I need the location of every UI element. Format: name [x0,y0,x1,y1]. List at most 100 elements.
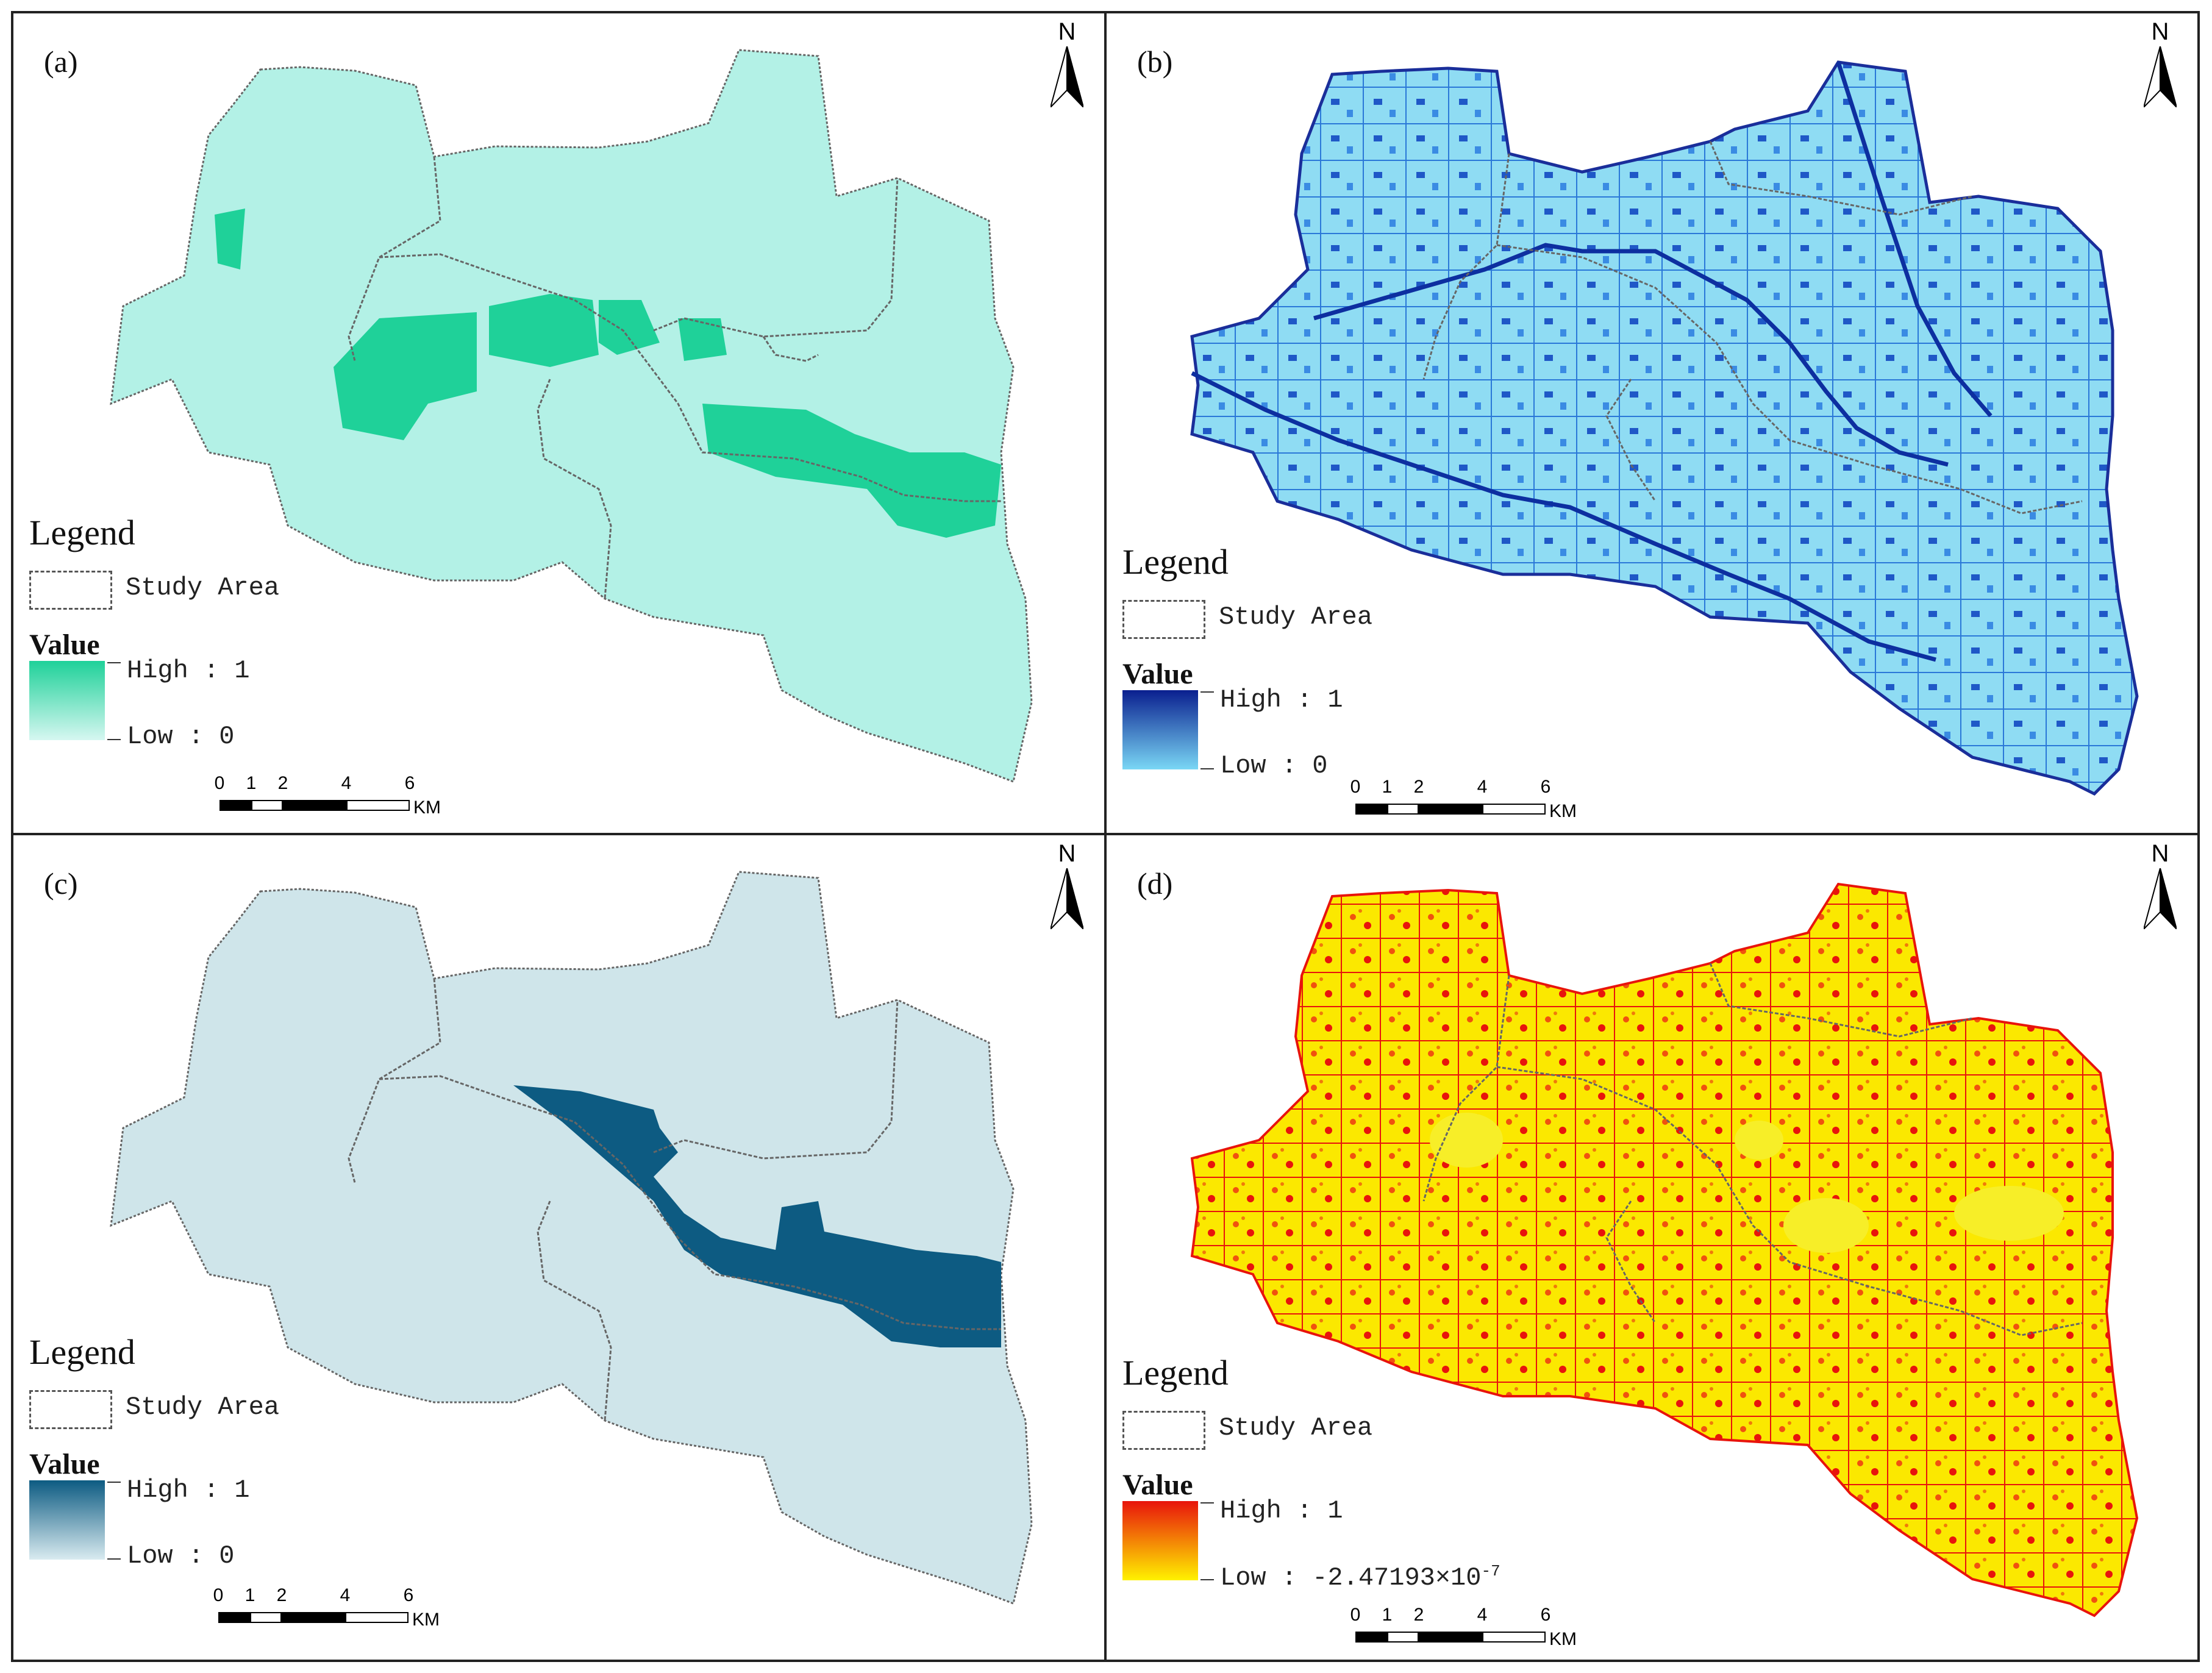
scale-seg [250,1612,282,1623]
scale-tick-1: 1 [246,773,257,793]
north-arrow: N [1046,18,1088,110]
value-title: Value [29,629,100,661]
value-title: Value [29,1448,100,1480]
ramp-tick-high [107,1482,121,1483]
map-canvas [1190,882,2139,1618]
legend: Legend Study Area Value High : 1 Low : -… [1122,1352,1500,1608]
high-label: High : 1 [127,1475,250,1505]
scale-bar: 0 1 2 4 6 KM [1343,1605,1587,1660]
north-arrow: N [2139,18,2182,110]
scale-tick-1: 1 [1382,1605,1393,1625]
ramp-tick-low [107,1558,121,1560]
scale-seg [345,1612,409,1623]
scale-tick-6: 6 [1540,777,1551,797]
scale-unit: KM [1549,801,1577,821]
scale-tick-0: 0 [1350,777,1361,797]
legend: Legend Study Area Value High : 1 Low : 0 [1122,541,1464,797]
north-arrow: N [2139,840,2182,932]
scale-seg [1419,804,1482,815]
panel-label: (d) [1137,866,1173,901]
scale-tick-4: 4 [1477,1605,1488,1625]
map-panel-c: (c) N Legend Study Area Value High : 1 L… [11,833,1107,1662]
high-label: High : 1 [1220,1496,1343,1525]
low-label: Low : 0 [127,722,235,751]
scale-seg [346,800,410,811]
legend-title: Legend [1122,542,1229,582]
scale-tick-4: 4 [341,773,352,793]
study-area-label: Study Area [126,573,280,602]
study-area-swatch [1122,600,1205,639]
panel-label: (b) [1137,45,1173,79]
scale-unit: KM [1549,1629,1577,1649]
north-arrow-icon [2144,868,2177,929]
scale-bar: 0 1 2 4 6 KM [207,773,451,828]
district-boundaries [1422,141,2083,515]
low-label-base: Low : -2.47193×10 [1220,1563,1482,1593]
ramp-tick-high [1201,691,1214,693]
district-boundaries [1422,963,2083,1336]
low-label: Low : -2.47193×10-7 [1220,1562,1500,1593]
scale-seg [1419,1632,1482,1643]
low-label: Low : 0 [1220,751,1328,780]
study-area-shape [110,49,1033,783]
scale-tick-1: 1 [1382,777,1393,797]
scale-tick-4: 4 [1477,777,1488,797]
scale-bar: 0 1 2 4 6 KM [1343,777,1587,832]
scale-unit: KM [412,1610,440,1630]
scale-tick-4: 4 [340,1585,351,1605]
north-label: N [2151,18,2169,45]
ramp-tick-low [1201,768,1214,769]
scale-bar: 0 1 2 4 6 KM [206,1585,450,1640]
scale-tick-0: 0 [213,1585,224,1605]
ramp-tick-high [107,662,121,663]
north-arrow: N [1046,840,1088,932]
color-ramp [29,661,105,740]
color-ramp [1122,1501,1198,1580]
study-area-label: Study Area [1219,602,1373,632]
scale-seg [283,800,346,811]
study-area-shape [1190,60,2139,796]
scale-seg [1482,804,1546,815]
scale-seg [1387,804,1419,815]
study-area-swatch [29,1390,112,1429]
panel-label: (c) [44,866,78,901]
legend-title: Legend [29,513,135,552]
scale-seg [282,1612,345,1623]
scale-tick-6: 6 [1540,1605,1551,1625]
scale-tick-2: 2 [1413,1605,1424,1625]
high-label: High : 1 [127,656,250,685]
district-boundaries [348,978,1001,1421]
legend-title: Legend [1122,1353,1229,1393]
scale-tick-1: 1 [244,1585,255,1605]
value-title: Value [1122,658,1193,690]
study-area-shape [1190,882,2139,1618]
scale-seg [219,800,251,811]
north-arrow-icon [1051,868,1083,929]
north-label: N [2151,840,2169,867]
scale-seg [1387,1632,1419,1643]
scale-seg [251,800,283,811]
north-arrow-icon [2144,46,2177,107]
scale-unit: KM [413,797,441,818]
north-label: N [1058,840,1076,867]
scale-tick-6: 6 [403,1585,414,1605]
study-area-swatch [1122,1411,1205,1450]
low-label-exponent: -7 [1481,1562,1500,1580]
north-arrow-icon [1051,46,1083,107]
scale-seg [1482,1632,1546,1643]
study-area-shape [110,871,1033,1605]
scale-tick-0: 0 [214,773,225,793]
high-value-zone [513,1085,1001,1347]
scale-seg [1355,1632,1387,1643]
map-panel-a: (a) N Legend Study Area Value High : 1 L… [11,11,1107,835]
scale-seg [218,1612,250,1623]
scale-tick-2: 2 [276,1585,287,1605]
scale-seg [1355,804,1387,815]
low-value-areas [1430,1113,2064,1253]
study-area-label: Study Area [1219,1413,1373,1443]
color-ramp [29,1480,105,1560]
study-area-label: Study Area [126,1393,280,1422]
north-label: N [1058,18,1076,45]
color-ramp [1122,690,1198,769]
ramp-tick-high [1201,1502,1214,1504]
